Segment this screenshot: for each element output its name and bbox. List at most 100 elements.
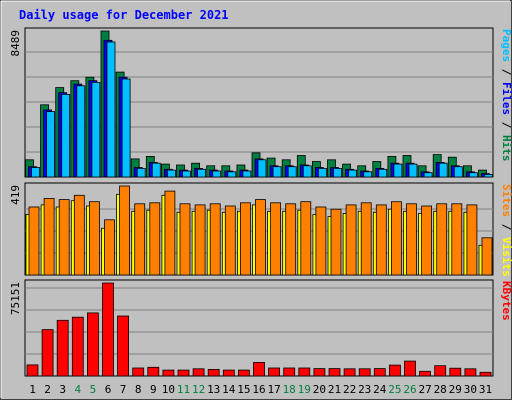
bar-sites-4 [73,194,85,276]
bar-pages-16 [257,159,267,178]
bar-pages-15 [242,170,252,178]
bar-sites-14 [224,205,236,276]
bar-kbytes-10 [162,369,175,377]
bar-kbytes-5 [87,312,99,377]
x-tick-label: 22 [343,383,356,396]
panels: 8489 Pages / Files / Hits 419 Sites / Visit… [9,27,512,377]
bar-sites-11 [179,203,191,276]
bar-pages-31 [484,173,493,178]
x-tick-label: 4 [74,383,81,396]
bar-pages-5 [91,82,101,178]
bar-sites-12 [194,204,206,276]
axis-max-label: 75151 [9,282,22,315]
bar-pages-20 [317,167,327,178]
x-tick-label: 12 [192,383,205,396]
x-tick-label: 5 [90,383,97,396]
bar-kbytes-7 [117,315,129,377]
bar-pages-13 [212,170,222,178]
bar-kbytes-11 [177,369,190,377]
x-tick-label: 2 [44,383,51,396]
bar-pages-7 [121,78,131,178]
side-label-segment: / [500,62,512,82]
bar-kbytes-3 [56,319,69,377]
side-label-segment: Sites [500,184,512,217]
side-label-segment: KBytes [500,281,512,321]
side-label-segment: / [500,217,512,237]
x-tick-label: 11 [177,383,190,396]
x-tick-label: 17 [267,383,280,396]
x-tick-label: 1 [29,383,36,396]
chart-title: Daily usage for December 2021 [19,8,229,22]
x-tick-label: 30 [464,383,477,396]
bar-kbytes-1 [26,364,39,377]
bar-sites-10 [164,190,176,276]
side-label-segment: Pages [500,29,512,62]
panel-side-label: Pages / Files / Hits [500,29,512,162]
bar-pages-4 [76,85,86,178]
bar-kbytes-22 [343,368,356,377]
bar-sites-1 [28,206,40,276]
bar-kbytes-24 [373,368,386,377]
bar-sites-28 [436,203,448,276]
bar-kbytes-18 [283,367,296,377]
x-tick-label: 10 [162,383,175,396]
bar-pages-11 [182,170,191,178]
bar-sites-6 [104,219,115,276]
bar-sites-16 [255,199,266,276]
x-tick-label: 23 [358,383,371,396]
x-tick-label: 29 [449,383,462,396]
bar-pages-17 [272,166,282,178]
x-tick-label: 18 [283,383,296,396]
bar-sites-30 [466,204,478,276]
x-tick-label: 26 [403,383,416,396]
bar-pages-18 [287,166,297,178]
bar-pages-25 [393,163,403,178]
bar-kbytes-8 [132,367,145,377]
panel-kbytes: 75151 KBytes [9,279,512,377]
bar-sites-26 [406,203,417,276]
side-label-segment: / [500,115,512,135]
bar-kbytes-20 [313,368,326,377]
bar-kbytes-21 [328,368,341,377]
x-tick-label: 19 [298,383,311,396]
bar-sites-23 [360,202,372,276]
bar-kbytes-25 [388,364,401,377]
bar-pages-23 [363,171,373,178]
panel-visits-sites: 419 Sites / Visits [9,182,512,277]
bar-kbytes-27 [419,370,432,377]
bar-kbytes-23 [358,368,371,377]
bar-kbytes-28 [434,365,447,377]
axis-max-label: 419 [9,185,22,205]
bar-pages-12 [197,168,207,178]
bar-pages-6 [106,41,116,178]
x-tick-label: 25 [388,383,401,396]
bar-sites-7 [119,185,130,276]
bar-sites-25 [390,201,402,276]
bar-kbytes-6 [102,282,114,377]
bar-pages-22 [348,169,358,178]
bar-sites-8 [134,203,146,276]
bar-sites-21 [330,208,342,276]
bar-sites-13 [209,203,221,276]
bar-sites-24 [375,204,387,276]
side-label-segment: Hits [500,135,512,162]
x-tick-label: 16 [252,383,265,396]
bar-pages-9 [151,162,161,178]
bar-kbytes-17 [268,367,281,377]
bar-sites-15 [239,202,251,276]
bar-kbytes-19 [298,367,311,377]
bar-pages-8 [136,167,146,178]
bar-pages-21 [333,167,342,178]
x-tick-label: 27 [418,383,431,396]
x-axis: 1 2 3 4 5 6 7 8 9 10 11 12 13 14 15 16 17 18 19 20 21 22 23 24 2… [29,383,492,396]
panel-side-label: Sites / Visits [500,184,512,277]
axis-max-label: 8489 [9,30,22,57]
x-tick-label: 20 [313,383,326,396]
bar-sites-5 [89,201,100,276]
x-tick-label: 7 [120,383,127,396]
bar-sites-27 [421,205,433,276]
x-tick-label: 24 [373,383,387,396]
x-tick-label: 13 [207,383,220,396]
x-tick-label: 14 [222,383,236,396]
